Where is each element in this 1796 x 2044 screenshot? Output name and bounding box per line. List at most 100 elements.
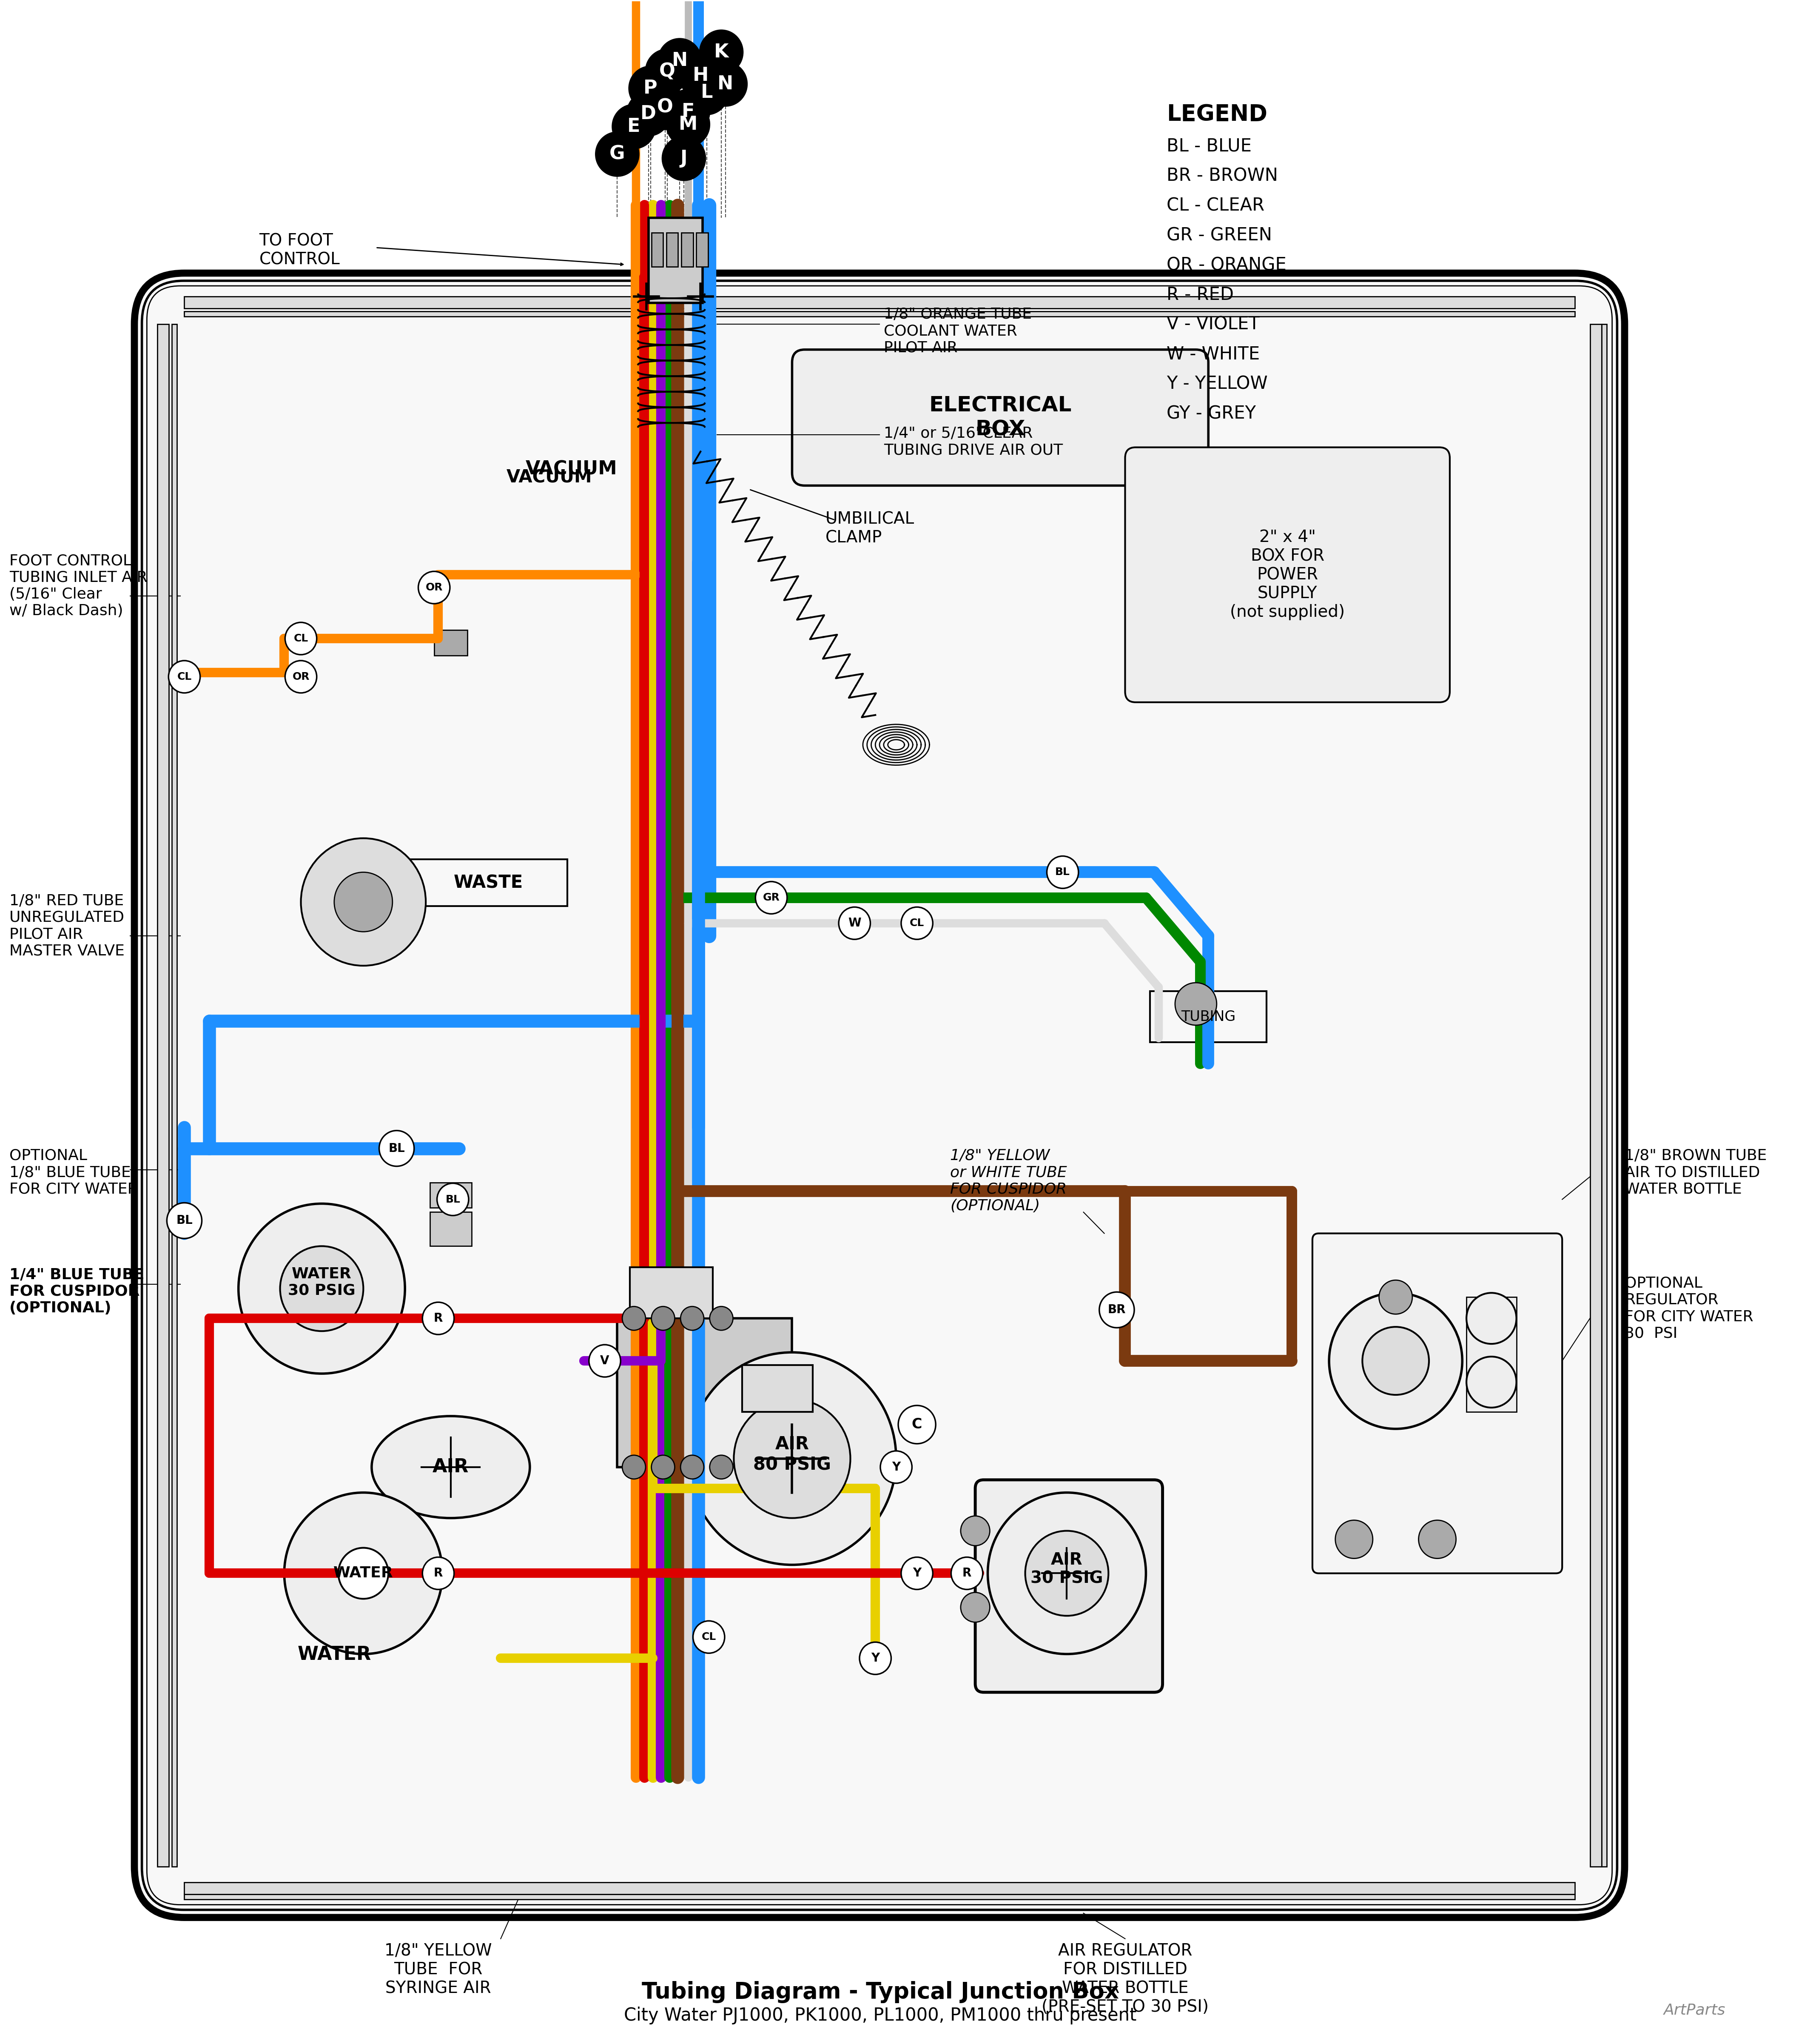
- Circle shape: [1419, 1521, 1457, 1558]
- Text: 1/8" BROWN TUBE
AIR TO DISTILLED
WATER BOTTLE: 1/8" BROWN TUBE AIR TO DISTILLED WATER B…: [1625, 1149, 1767, 1196]
- Bar: [429, 1212, 472, 1247]
- Circle shape: [286, 660, 316, 693]
- Text: P: P: [643, 80, 657, 98]
- Circle shape: [657, 39, 702, 82]
- Circle shape: [612, 104, 656, 149]
- Circle shape: [422, 1302, 454, 1335]
- Bar: [1467, 1298, 1516, 1412]
- Text: J: J: [681, 149, 688, 168]
- Bar: [185, 296, 1575, 309]
- Circle shape: [1334, 1521, 1372, 1558]
- Bar: [1149, 991, 1266, 1042]
- Bar: [618, 1318, 792, 1468]
- Text: R: R: [963, 1568, 972, 1580]
- Bar: [1602, 325, 1607, 1866]
- Circle shape: [1047, 856, 1078, 889]
- Text: Y - YELLOW: Y - YELLOW: [1167, 376, 1268, 392]
- Circle shape: [621, 1306, 645, 1331]
- Circle shape: [902, 908, 932, 940]
- Circle shape: [1329, 1294, 1462, 1429]
- Bar: [681, 233, 693, 268]
- Circle shape: [284, 1492, 442, 1654]
- Circle shape: [898, 1406, 936, 1443]
- FancyBboxPatch shape: [975, 1480, 1162, 1692]
- Text: WATER: WATER: [298, 1645, 372, 1664]
- Text: BL: BL: [176, 1214, 192, 1226]
- Text: 1/8" RED TUBE
UNREGULATED
PILOT AIR
MASTER VALVE: 1/8" RED TUBE UNREGULATED PILOT AIR MAST…: [9, 893, 124, 959]
- Circle shape: [961, 1517, 990, 1545]
- Circle shape: [652, 1455, 675, 1480]
- Bar: [185, 311, 1575, 317]
- Bar: [435, 630, 467, 656]
- Circle shape: [280, 1247, 363, 1331]
- Circle shape: [589, 1345, 621, 1378]
- Text: N: N: [718, 76, 733, 94]
- Bar: [185, 1883, 1575, 1895]
- Text: V - VIOLET: V - VIOLET: [1167, 315, 1259, 333]
- Circle shape: [688, 1353, 896, 1566]
- Text: V: V: [600, 1355, 609, 1367]
- Circle shape: [902, 1558, 932, 1590]
- Text: AIR: AIR: [433, 1457, 469, 1476]
- Text: TO FOOT
CONTROL: TO FOOT CONTROL: [259, 233, 339, 268]
- Bar: [409, 858, 568, 905]
- Text: CL: CL: [293, 634, 309, 644]
- Circle shape: [681, 1455, 704, 1480]
- FancyBboxPatch shape: [135, 274, 1625, 1917]
- Text: AIR
80 PSIG: AIR 80 PSIG: [753, 1435, 832, 1474]
- Circle shape: [839, 908, 871, 940]
- Circle shape: [666, 102, 709, 147]
- Text: OR - ORANGE: OR - ORANGE: [1167, 256, 1286, 274]
- Circle shape: [1363, 1327, 1430, 1394]
- Text: OPTIONAL
REGULATOR
FOR CITY WATER
30  PSI: OPTIONAL REGULATOR FOR CITY WATER 30 PSI: [1625, 1275, 1753, 1341]
- Text: ELECTRICAL
BOX: ELECTRICAL BOX: [929, 397, 1072, 439]
- Bar: [158, 325, 169, 1866]
- Circle shape: [1379, 1280, 1412, 1314]
- Circle shape: [302, 838, 426, 965]
- Bar: [429, 1181, 472, 1208]
- Bar: [652, 233, 663, 268]
- Circle shape: [334, 873, 393, 932]
- Text: N: N: [672, 51, 688, 69]
- Text: CL: CL: [702, 1631, 717, 1641]
- Text: BL: BL: [388, 1143, 404, 1155]
- Text: UMBILICAL
CLAMP: UMBILICAL CLAMP: [826, 511, 914, 546]
- Text: Q: Q: [659, 61, 675, 80]
- Circle shape: [1467, 1357, 1516, 1408]
- Circle shape: [952, 1558, 982, 1590]
- Text: M: M: [679, 114, 697, 133]
- Text: ArtParts: ArtParts: [1663, 2003, 1726, 2017]
- Text: BR - BROWN: BR - BROWN: [1167, 168, 1279, 184]
- Circle shape: [379, 1130, 415, 1167]
- Text: CL: CL: [911, 918, 925, 928]
- Circle shape: [627, 92, 670, 135]
- Circle shape: [418, 572, 451, 603]
- Circle shape: [167, 1202, 201, 1239]
- Circle shape: [704, 61, 747, 106]
- Circle shape: [880, 1451, 912, 1484]
- Text: O: O: [657, 98, 674, 117]
- Text: LEGEND: LEGEND: [1167, 102, 1268, 125]
- Circle shape: [1175, 983, 1216, 1026]
- Text: VACUUM: VACUUM: [506, 468, 593, 486]
- Text: 1/8" YELLOW
TUBE  FOR
SYRINGE AIR: 1/8" YELLOW TUBE FOR SYRINGE AIR: [384, 1944, 492, 1997]
- Text: W: W: [848, 918, 860, 930]
- Text: WATER: WATER: [334, 1566, 393, 1580]
- Circle shape: [756, 881, 787, 914]
- Text: CL - CLEAR: CL - CLEAR: [1167, 196, 1264, 215]
- Circle shape: [1467, 1294, 1516, 1343]
- Circle shape: [169, 660, 199, 693]
- FancyBboxPatch shape: [792, 350, 1209, 486]
- Circle shape: [709, 1455, 733, 1480]
- Circle shape: [621, 1455, 645, 1480]
- Circle shape: [663, 137, 706, 180]
- Text: VACUUM: VACUUM: [526, 460, 618, 478]
- Circle shape: [988, 1492, 1146, 1654]
- Circle shape: [1099, 1292, 1135, 1329]
- Text: Y: Y: [912, 1568, 921, 1580]
- Bar: [666, 233, 679, 268]
- Text: BL: BL: [445, 1194, 460, 1204]
- Bar: [172, 325, 176, 1866]
- Text: Tubing Diagram - Typical Junction Box: Tubing Diagram - Typical Junction Box: [641, 1981, 1119, 2003]
- Text: GY - GREY: GY - GREY: [1167, 405, 1255, 423]
